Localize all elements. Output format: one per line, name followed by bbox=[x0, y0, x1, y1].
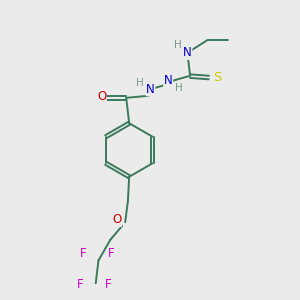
Text: F: F bbox=[108, 248, 114, 260]
Text: S: S bbox=[213, 71, 221, 84]
Text: O: O bbox=[97, 90, 106, 103]
Text: O: O bbox=[112, 213, 122, 226]
Text: F: F bbox=[105, 278, 112, 291]
Text: F: F bbox=[77, 278, 84, 291]
Text: H: H bbox=[136, 78, 144, 88]
Text: N: N bbox=[164, 74, 172, 88]
Text: H: H bbox=[175, 82, 182, 92]
Text: N: N bbox=[146, 83, 155, 96]
Text: N: N bbox=[183, 46, 192, 59]
Text: H: H bbox=[174, 40, 182, 50]
Text: F: F bbox=[80, 248, 86, 260]
